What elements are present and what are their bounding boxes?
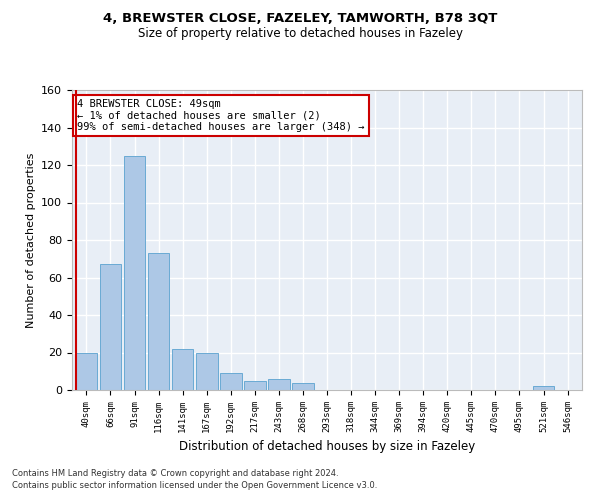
Bar (533, 386, 554, 390)
Bar (292, 382, 314, 390)
Bar (196, 352, 218, 390)
Y-axis label: Number of detached properties: Number of detached properties (26, 152, 35, 328)
Text: Size of property relative to detached houses in Fazeley: Size of property relative to detached ho… (137, 28, 463, 40)
Text: 4, BREWSTER CLOSE, FAZELEY, TAMWORTH, B78 3QT: 4, BREWSTER CLOSE, FAZELEY, TAMWORTH, B7… (103, 12, 497, 26)
Bar (268, 379, 290, 390)
Bar (244, 380, 266, 390)
Bar (100, 264, 121, 390)
Text: Contains HM Land Registry data © Crown copyright and database right 2024.: Contains HM Land Registry data © Crown c… (12, 468, 338, 477)
Text: 4 BREWSTER CLOSE: 49sqm
← 1% of detached houses are smaller (2)
99% of semi-deta: 4 BREWSTER CLOSE: 49sqm ← 1% of detached… (77, 99, 365, 132)
Bar (148, 253, 169, 390)
Bar (172, 349, 193, 390)
Text: Contains public sector information licensed under the Open Government Licence v3: Contains public sector information licen… (12, 481, 377, 490)
X-axis label: Distribution of detached houses by size in Fazeley: Distribution of detached houses by size … (179, 440, 475, 454)
Bar (76, 352, 97, 390)
Bar (220, 373, 242, 390)
Bar (124, 156, 145, 390)
